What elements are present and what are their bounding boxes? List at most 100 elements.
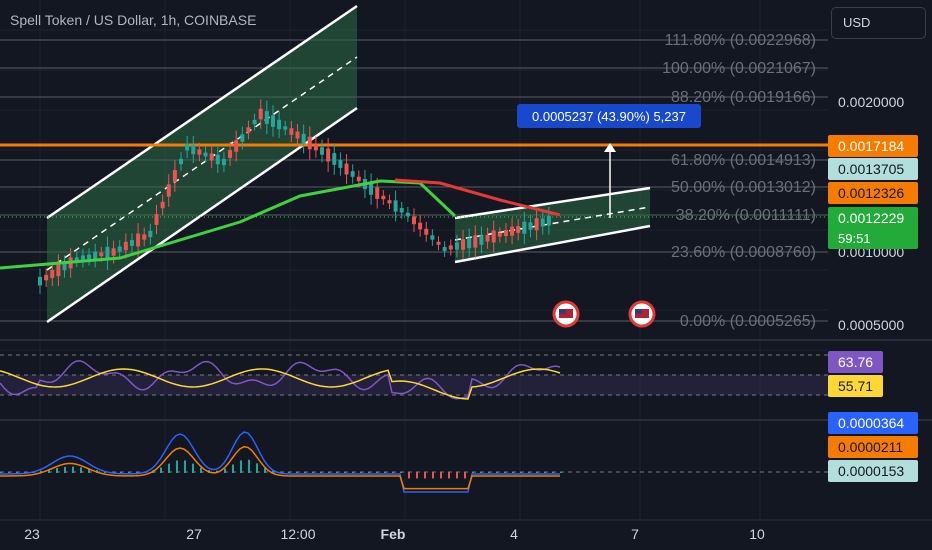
- macd-histogram-bar: [376, 472, 378, 473]
- candle-body: [546, 215, 551, 226]
- macd-histogram-bar: [512, 472, 514, 473]
- macd-histogram-bar: [440, 472, 442, 479]
- macd-tag-label: 0.0000153: [838, 463, 904, 479]
- candle-body: [411, 216, 416, 225]
- candle-body: [289, 128, 294, 135]
- candle-body: [399, 208, 404, 213]
- candle-body: [172, 170, 177, 182]
- candle-body: [166, 184, 171, 197]
- candle-body: [148, 230, 153, 238]
- candle-body: [528, 222, 533, 230]
- candle-body: [80, 255, 85, 261]
- candle-body: [258, 108, 263, 120]
- price-tag-label: 0.0017184: [838, 138, 904, 154]
- candle-body: [221, 158, 226, 166]
- macd-histogram-bar: [312, 472, 314, 473]
- candle-body: [74, 257, 79, 262]
- ma-fast-line: [394, 178, 561, 217]
- macd-line: [0, 431, 560, 493]
- fib-level-label: 38.20% (0.0011111): [676, 207, 816, 224]
- macd-histogram-bar: [80, 467, 82, 473]
- candle-body: [540, 218, 545, 227]
- macd-histogram-bar: [400, 472, 402, 473]
- candle-body: [234, 140, 239, 152]
- candle-body: [228, 150, 233, 158]
- candle-body: [197, 149, 202, 155]
- fib-level-label: 111.80% (0.0022968): [664, 32, 816, 49]
- candle-body: [375, 187, 380, 199]
- macd-histogram-bar: [424, 472, 426, 479]
- macd-histogram-bar: [296, 471, 298, 473]
- candle-body: [442, 247, 447, 251]
- macd-signal-line: [0, 445, 560, 490]
- candle-body: [307, 136, 312, 150]
- macd-tag: [828, 460, 918, 482]
- candle-body: [129, 240, 134, 246]
- candle-body: [534, 218, 539, 231]
- candle-body: [393, 200, 398, 212]
- price-tag: [828, 158, 918, 180]
- candle-body: [264, 111, 269, 124]
- macd-histogram-bar: [408, 472, 410, 479]
- candle-body: [485, 234, 490, 242]
- candle-body: [99, 252, 104, 257]
- macd-histogram-bar: [248, 459, 250, 473]
- macd-histogram-bar: [168, 463, 170, 473]
- candle-body: [405, 212, 410, 217]
- measure-arrow-head: [604, 143, 616, 152]
- candle-body: [344, 163, 349, 175]
- macd-histogram-bar: [528, 472, 530, 473]
- macd-histogram-bar: [192, 463, 194, 473]
- candle-body: [369, 183, 374, 195]
- currency-button[interactable]: USD: [831, 7, 926, 39]
- macd-histogram-bar: [224, 468, 226, 473]
- rsi-line: [0, 360, 561, 400]
- candle-body: [203, 152, 208, 157]
- candle-body: [136, 233, 141, 247]
- candle-body: [111, 248, 116, 256]
- price-tag-label: 0.0012326: [838, 185, 904, 201]
- candle-body: [50, 269, 55, 278]
- macd-histogram-bar: [200, 467, 202, 473]
- macd-histogram-bar: [88, 468, 90, 473]
- time-axis-label: 27: [186, 526, 202, 542]
- macd-histogram-bar: [48, 469, 50, 473]
- macd-histogram-bar: [0, 471, 2, 473]
- candle-body: [277, 119, 282, 130]
- time-axis-label: 7: [631, 526, 639, 542]
- candle-body: [117, 246, 122, 252]
- fib-level-label: 0.00% (0.0005265): [680, 313, 816, 330]
- candle-body: [105, 246, 110, 260]
- macd-histogram-bar: [256, 463, 258, 473]
- candle-body: [436, 241, 441, 245]
- macd-histogram-bar: [176, 460, 178, 473]
- candle-body: [209, 153, 214, 161]
- price-tag-label: 0.0013705: [838, 161, 904, 177]
- rsi-ma-line: [0, 368, 561, 400]
- macd-histogram-bar: [464, 472, 466, 479]
- macd-histogram-bar: [472, 472, 474, 473]
- candle-body: [191, 144, 196, 155]
- candle-body: [44, 274, 49, 281]
- macd-histogram-bar: [520, 472, 522, 473]
- macd-histogram-bar: [24, 471, 26, 473]
- candle-body: [448, 245, 453, 250]
- price-tag: [828, 135, 918, 157]
- candle-body: [160, 201, 165, 209]
- macd-histogram-bar: [304, 471, 306, 473]
- macd-histogram-bar: [336, 472, 338, 473]
- time-axis-label: 23: [24, 526, 40, 542]
- macd-histogram-bar: [120, 471, 122, 473]
- candle-body: [510, 226, 515, 236]
- candle-body: [473, 235, 478, 248]
- candle-body: [491, 230, 496, 243]
- candle-body: [185, 143, 190, 151]
- price-tag: [828, 182, 918, 204]
- candle-body: [467, 237, 472, 249]
- flag-canton: [635, 309, 642, 314]
- us-flag-icon: [552, 300, 580, 328]
- macd-histogram-bar: [40, 470, 42, 473]
- candle-body: [295, 131, 300, 139]
